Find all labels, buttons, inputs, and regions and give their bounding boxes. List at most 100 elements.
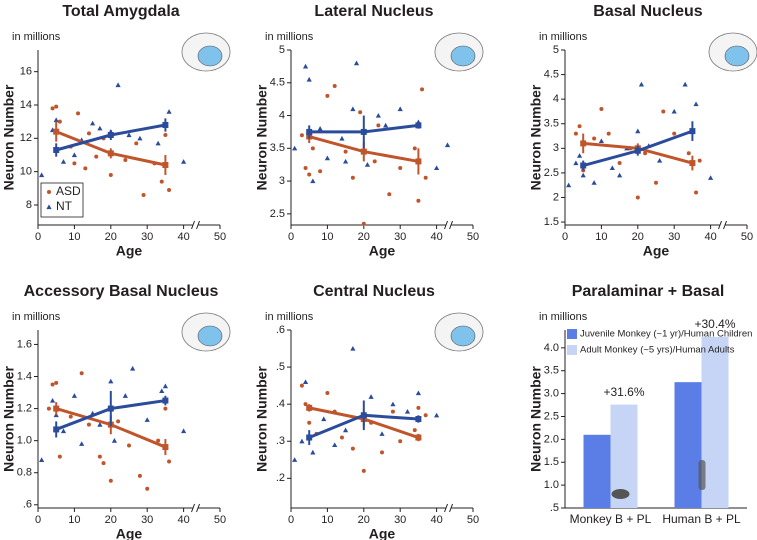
mean-point bbox=[53, 147, 60, 153]
legend-label: Juvenile Monkey (~1 yr)/Human Children bbox=[580, 329, 752, 340]
x-axis-label: Age bbox=[116, 243, 143, 259]
mean-point bbox=[306, 404, 313, 411]
y-tick-label: 3.5 bbox=[544, 365, 559, 377]
data-point bbox=[126, 132, 132, 138]
x-tick-label: 0 bbox=[562, 231, 568, 243]
mean-point bbox=[415, 122, 422, 129]
x-tick-label: 30 bbox=[141, 231, 153, 243]
x-tick-label: Monkey B + PL bbox=[570, 512, 652, 526]
data-point bbox=[307, 420, 312, 425]
data-point bbox=[108, 173, 113, 177]
data-point bbox=[97, 454, 102, 459]
mean-point bbox=[162, 444, 169, 451]
data-point bbox=[57, 119, 62, 124]
x-tick-label: 10 bbox=[321, 514, 333, 526]
x-tick-label: 30 bbox=[141, 514, 153, 526]
data-point bbox=[111, 438, 118, 443]
data-point bbox=[310, 449, 316, 455]
y-tick-label: 2.5 bbox=[544, 410, 559, 422]
data-point bbox=[617, 172, 623, 178]
mean-point bbox=[162, 162, 169, 168]
x-tick-label: 20 bbox=[358, 514, 370, 526]
data-point bbox=[127, 443, 131, 448]
data-point bbox=[398, 439, 403, 444]
data-point bbox=[162, 383, 168, 389]
data-point bbox=[72, 161, 77, 166]
data-point bbox=[116, 419, 121, 424]
data-point bbox=[343, 149, 348, 154]
y-tick-label: .6 bbox=[23, 499, 32, 511]
y-tick-label: .5 bbox=[550, 502, 559, 514]
y-axis-label: Neuron Number bbox=[254, 366, 270, 472]
x-tick-label: 0 bbox=[35, 231, 41, 243]
data-point bbox=[97, 422, 103, 427]
data-point bbox=[76, 111, 81, 116]
annotation: +31.6% bbox=[603, 385, 644, 399]
mean-point bbox=[360, 412, 367, 419]
data-point bbox=[318, 169, 323, 174]
data-point bbox=[339, 435, 344, 440]
data-point bbox=[591, 180, 597, 185]
data-point bbox=[292, 145, 298, 151]
data-point bbox=[412, 146, 417, 151]
data-point bbox=[350, 345, 356, 351]
bar bbox=[674, 382, 702, 508]
data-point bbox=[672, 131, 677, 136]
data-point bbox=[49, 397, 56, 403]
axis-break bbox=[449, 503, 453, 513]
mean-point bbox=[689, 160, 696, 167]
data-point bbox=[68, 414, 73, 419]
x-tick-label: 50 bbox=[214, 231, 226, 243]
data-point bbox=[60, 428, 67, 434]
data-point bbox=[145, 486, 150, 491]
x-tick-label: 20 bbox=[632, 231, 644, 243]
data-point bbox=[635, 128, 641, 134]
data-point bbox=[580, 172, 586, 178]
y-tick-label: 3.0 bbox=[544, 388, 559, 400]
data-point bbox=[361, 468, 366, 473]
data-point bbox=[694, 190, 699, 195]
data-point bbox=[416, 405, 421, 410]
unit-label: in millions bbox=[265, 31, 314, 43]
data-point bbox=[310, 178, 316, 184]
x-tick-label: 40 bbox=[704, 231, 716, 243]
axis-break bbox=[723, 220, 727, 230]
data-point bbox=[167, 188, 172, 192]
data-point bbox=[332, 442, 338, 448]
brain-icon-region bbox=[197, 45, 223, 67]
y-tick-label: 2.0 bbox=[544, 433, 559, 445]
data-point bbox=[57, 454, 62, 459]
axis-break bbox=[192, 221, 199, 229]
unit-label: in millions bbox=[265, 311, 314, 323]
data-point bbox=[292, 457, 298, 462]
data-point bbox=[159, 388, 165, 394]
bar bbox=[583, 434, 611, 508]
x-tick-label: 10 bbox=[595, 231, 607, 243]
data-point bbox=[693, 101, 699, 107]
unit-label: in millions bbox=[539, 31, 588, 43]
data-point bbox=[115, 82, 121, 88]
x-tick-label: 20 bbox=[358, 231, 370, 243]
data-point bbox=[79, 441, 85, 446]
data-point bbox=[101, 461, 106, 466]
y-axis-label: Neuron Number bbox=[1, 84, 17, 190]
y-tick-label: 10 bbox=[20, 166, 32, 178]
mean-point bbox=[107, 150, 114, 157]
data-point bbox=[686, 151, 691, 156]
data-point bbox=[708, 175, 714, 180]
data-point bbox=[71, 393, 77, 398]
y-axis-label: Neuron Number bbox=[254, 84, 270, 190]
data-point bbox=[577, 124, 582, 129]
brain-icon-region bbox=[450, 45, 476, 67]
data-point bbox=[141, 193, 146, 197]
data-point bbox=[166, 109, 172, 114]
data-point bbox=[416, 198, 421, 203]
mean-point bbox=[415, 416, 422, 422]
data-point bbox=[79, 371, 84, 376]
data-point bbox=[368, 394, 374, 399]
y-tick-label: 2.5 bbox=[270, 208, 285, 220]
data-point bbox=[387, 192, 392, 197]
data-point bbox=[606, 131, 611, 136]
data-point bbox=[566, 182, 572, 188]
